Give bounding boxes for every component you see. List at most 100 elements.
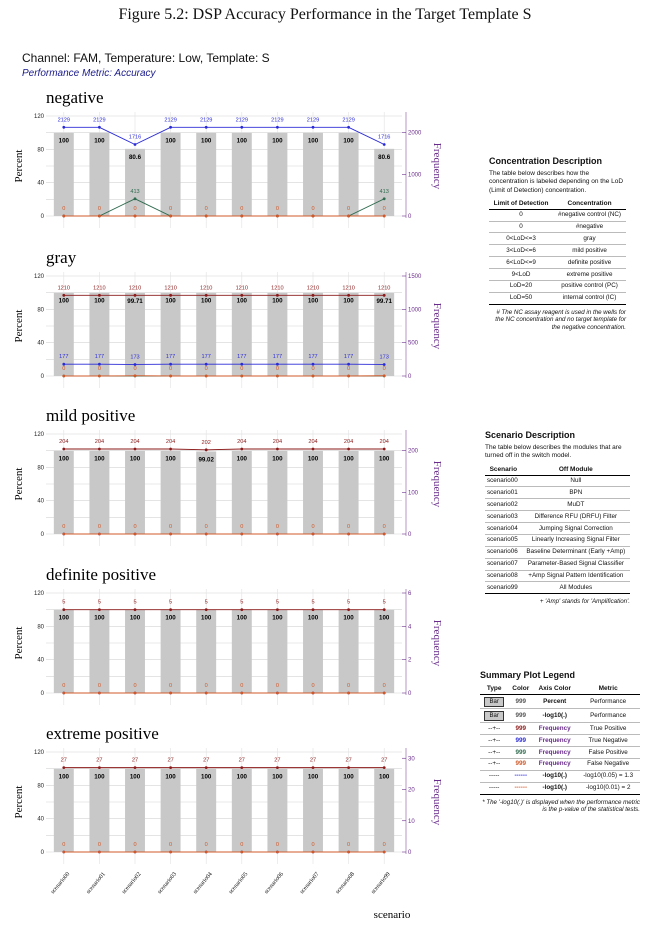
series-value-label: 204 — [166, 439, 175, 445]
series-point — [311, 214, 315, 218]
bar — [231, 450, 252, 534]
series-value-label: 0 — [205, 683, 208, 689]
series-line-true-positive — [63, 448, 385, 451]
y-tick-label: 80 — [37, 783, 44, 789]
series-point — [240, 691, 244, 695]
series-value-label: 0 — [98, 524, 101, 530]
series-point — [311, 850, 315, 854]
series-value-label: 1210 — [93, 285, 105, 291]
bar-value-label: 100 — [59, 774, 70, 781]
series-value-label: 1210 — [236, 285, 248, 291]
bar — [231, 292, 252, 376]
series-value-label: 27 — [310, 758, 316, 764]
bar-value-label: 100 — [308, 456, 319, 463]
series-value-label: 1210 — [58, 285, 70, 291]
series-value-label: 2129 — [164, 117, 176, 123]
bar-value-label: 100 — [272, 456, 283, 463]
series-value-label: 1210 — [307, 285, 319, 291]
bar-value-label: 100 — [165, 615, 176, 622]
series-point — [98, 608, 101, 612]
series-value-label: 204 — [130, 439, 139, 445]
scenario-cell: Difference RFU (DRFU) Filter — [521, 510, 630, 524]
bar — [231, 768, 252, 852]
bar — [125, 768, 145, 852]
legend-bar-swatch: Bar — [484, 696, 505, 707]
series-value-label: 177 — [273, 354, 282, 360]
concentration-cell: extreme positive — [553, 268, 626, 281]
series-value-label: 204 — [308, 439, 317, 445]
series-value-label: 204 — [237, 439, 246, 445]
series-value-label: 1210 — [342, 285, 354, 291]
y-tick-label: 80 — [37, 307, 44, 313]
y2-tick-label: 200 — [408, 449, 419, 455]
legend-bar-swatch: Bar — [484, 710, 505, 721]
concentration-header-1: Concentration — [553, 198, 626, 210]
concentration-cell: definite positive — [553, 256, 626, 270]
series-point — [98, 691, 101, 695]
bar — [231, 132, 252, 216]
bar-value-label: 100 — [237, 774, 248, 781]
legend-axis: -log10(.) — [533, 782, 577, 795]
series-value-label: 0 — [62, 524, 65, 530]
bar — [267, 450, 288, 534]
series-value-label: 0 — [205, 524, 208, 530]
series-point — [133, 293, 137, 297]
series-point — [133, 447, 137, 451]
series-point — [276, 293, 279, 297]
series-point — [204, 293, 208, 297]
scenario-cell: scenario05 — [485, 534, 522, 547]
bar-value-label: 100 — [343, 774, 354, 781]
series-value-label: 5 — [276, 600, 279, 606]
series-point — [98, 447, 101, 451]
concentration-cell: gray — [553, 232, 626, 246]
scenario-cell: Jumping Signal Correction — [521, 522, 630, 535]
series-value-label: 5 — [205, 600, 208, 606]
series-point — [276, 766, 279, 770]
concentration-cell: positive control (PC) — [553, 280, 626, 293]
y2-tick-label: 4 — [408, 624, 412, 630]
series-value-label: 204 — [95, 439, 104, 445]
scenario-cell: scenario08 — [485, 570, 522, 583]
legend-title: Summary Plot Legend — [480, 670, 576, 680]
bar — [374, 148, 395, 216]
bar — [160, 132, 181, 216]
legend-type: --+-- — [480, 746, 509, 759]
bar — [125, 609, 145, 693]
panel-title: definite positive — [46, 565, 156, 584]
legend-axis: -log10(.) — [533, 770, 577, 783]
series-value-label: 204 — [380, 439, 389, 445]
series-value-label: 0 — [133, 524, 136, 530]
series-value-label: 173 — [380, 354, 389, 360]
bar — [267, 132, 288, 216]
bar-value-label: 80.6 — [129, 154, 142, 161]
legend-row: ----- ------ -log10(.) -log10(0.05) = 1.3 — [480, 770, 640, 783]
series-point — [169, 125, 173, 129]
bar — [338, 132, 359, 216]
bar — [160, 292, 181, 376]
series-value-label: 27 — [167, 758, 173, 764]
bar-value-label: 100 — [165, 456, 176, 463]
series-value-label: 0 — [169, 683, 172, 689]
series-point — [347, 362, 350, 366]
bar-value-label: 100 — [165, 298, 176, 305]
series-value-label: 0 — [205, 366, 208, 372]
x-tick-label: scenario07 — [299, 871, 320, 895]
legend-row: --+-- 999 Frequency False Positive — [480, 746, 640, 759]
bar-value-label: 100 — [201, 138, 212, 145]
bar-value-label: 100 — [94, 615, 105, 622]
bar-value-label: 100 — [237, 138, 248, 145]
y2-tick-label: 0 — [408, 850, 412, 856]
series-value-label: 0 — [311, 206, 314, 212]
scenario-row: scenario02 MuDT — [485, 498, 630, 512]
scenario-row: scenario05 Linearly Increasing Signal Fil… — [485, 534, 630, 547]
legend-row: Bar 999 Percent Performance — [480, 694, 640, 710]
bar-value-label: 100 — [94, 138, 105, 145]
series-point — [382, 143, 386, 146]
x-tick-label: scenario08 — [335, 871, 356, 895]
series-value-label: 2129 — [236, 117, 248, 123]
series-value-label: 0 — [133, 683, 136, 689]
bar-value-label: 100 — [201, 298, 212, 305]
series-point — [169, 532, 173, 536]
concentration-description: Concentration Description The table belo… — [489, 156, 626, 332]
